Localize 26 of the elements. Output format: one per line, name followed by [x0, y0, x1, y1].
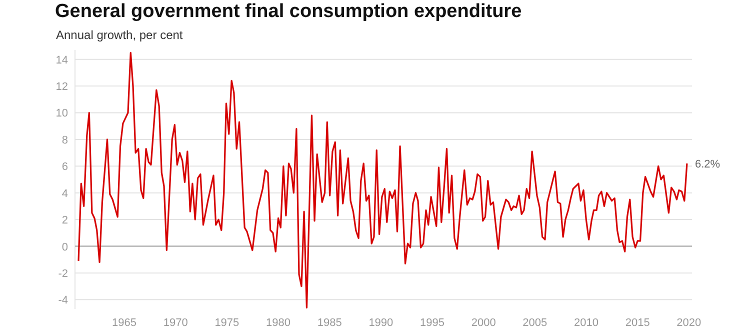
- x-tick-label: 1985: [317, 317, 342, 329]
- x-tick-label: 2015: [625, 317, 650, 329]
- y-tick-label: -2: [58, 268, 68, 280]
- x-tick-label: 1995: [420, 317, 445, 329]
- chart-title: General government final consumption expenditure: [55, 1, 522, 22]
- line-series: [78, 52, 688, 308]
- y-tick-label: 14: [56, 54, 68, 66]
- y-tick-label: 6: [62, 161, 68, 174]
- x-tick-label: 2000: [471, 317, 496, 329]
- x-tick-label: 1965: [112, 317, 137, 329]
- chart-subtitle: Annual growth, per cent: [56, 28, 184, 42]
- x-tick-label: 2010: [574, 317, 598, 329]
- y-tick-label: 8: [62, 134, 68, 146]
- x-tick-label: 1980: [266, 317, 291, 329]
- x-tick-label: 1970: [163, 317, 188, 329]
- annotation: 6.2%: [694, 158, 720, 170]
- x-tick-label: 2020: [676, 317, 702, 329]
- y-tick-label: 0: [62, 241, 68, 254]
- y-tick-label: 2: [62, 214, 68, 227]
- y-tick-label: 10: [56, 108, 68, 120]
- x-tick-label: 1990: [368, 317, 394, 329]
- y-tick-label: -4: [58, 294, 68, 307]
- x-tick-label: 2005: [522, 317, 548, 329]
- y-tick-label: 12: [56, 81, 68, 94]
- y-tick-label: 4: [62, 188, 68, 200]
- x-tick-label: 1975: [214, 317, 240, 329]
